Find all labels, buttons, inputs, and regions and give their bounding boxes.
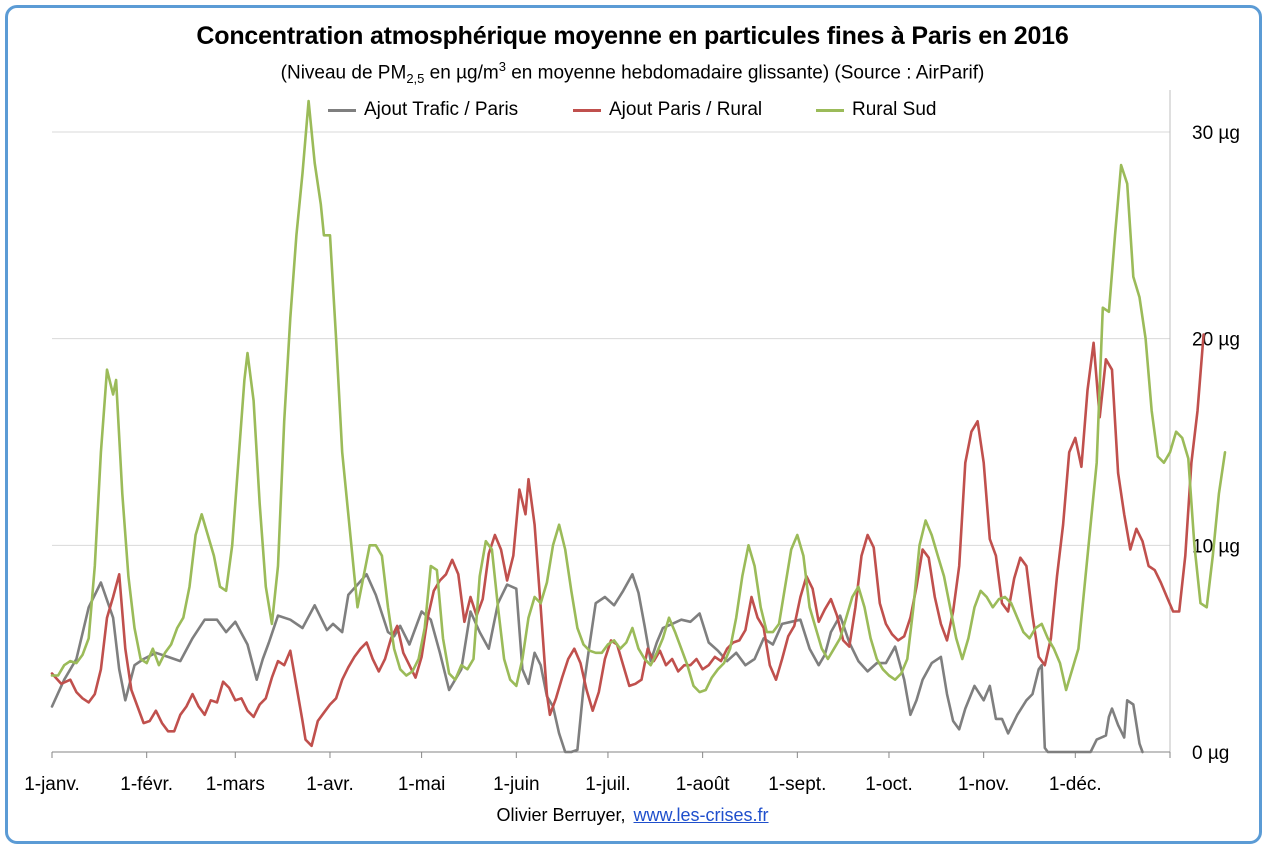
legend-item-rural-sud: Rural Sud <box>816 99 937 121</box>
credit-link[interactable]: www.les-crises.fr <box>633 805 769 825</box>
chart-credit: Olivier Berruyer, www.les-crises.fr <box>0 805 1265 826</box>
subtitle-superscript: 3 <box>498 59 506 74</box>
x-tick-label: 1-avr. <box>306 774 354 795</box>
chart-subtitle: (Niveau de PM2,5 en µg/m3 en moyenne heb… <box>0 59 1265 86</box>
legend-swatch-ajout-paris <box>573 108 601 112</box>
series-line <box>50 573 1144 754</box>
series-2 <box>50 99 1227 694</box>
series-line <box>50 99 1227 694</box>
subtitle-text-before: (Niveau de PM <box>280 62 407 84</box>
x-tick-label: 1-nov. <box>958 774 1009 795</box>
chart-frame <box>5 5 1262 844</box>
x-tick-label: 1-mai <box>398 774 446 795</box>
chart-legend: Ajout Trafic / Paris Ajout Paris / Rural… <box>0 99 1265 125</box>
series-line <box>50 333 1205 748</box>
subtitle-text-middle: en µg/m <box>424 62 499 84</box>
y-tick-label: 0 µg <box>1192 743 1229 764</box>
legend-swatch-ajout-trafic <box>328 108 356 112</box>
x-tick-label: 1-août <box>676 774 731 795</box>
subtitle-text-after: en moyenne hebdomadaire glissante) (Sour… <box>505 62 985 84</box>
chart-title: Concentration atmosphérique moyenne en p… <box>196 22 1069 50</box>
x-tick-label: 1-juin <box>493 774 539 795</box>
legend-label-ajout-paris: Ajout Paris / Rural <box>609 99 763 120</box>
credit-author: Olivier Berruyer, <box>496 805 626 825</box>
legend-item-ajout-paris: Ajout Paris / Rural <box>573 99 762 121</box>
legend-item-ajout-trafic: Ajout Trafic / Paris <box>328 99 518 121</box>
x-tick-label: 1-sept. <box>768 774 826 795</box>
x-tick-label: 1-janv. <box>24 774 80 795</box>
series-0 <box>50 573 1144 754</box>
legend-label-ajout-trafic: Ajout Trafic / Paris <box>364 99 519 120</box>
legend-swatch-rural-sud <box>816 108 844 112</box>
y-tick-label: 10 µg <box>1192 536 1240 557</box>
y-tick-label: 20 µg <box>1192 330 1240 351</box>
legend-label-rural-sud: Rural Sud <box>852 99 937 120</box>
x-tick-label: 1-oct. <box>865 774 913 795</box>
x-tick-label: 1-mars <box>206 774 265 795</box>
x-tick-label: 1-juil. <box>585 774 630 795</box>
y-tick-label: 30 µg <box>1192 123 1240 144</box>
series-1 <box>50 333 1205 748</box>
x-tick-label: 1-déc. <box>1049 774 1102 795</box>
subtitle-subscript: 2,5 <box>406 71 425 87</box>
x-tick-label: 1-févr. <box>120 774 173 795</box>
